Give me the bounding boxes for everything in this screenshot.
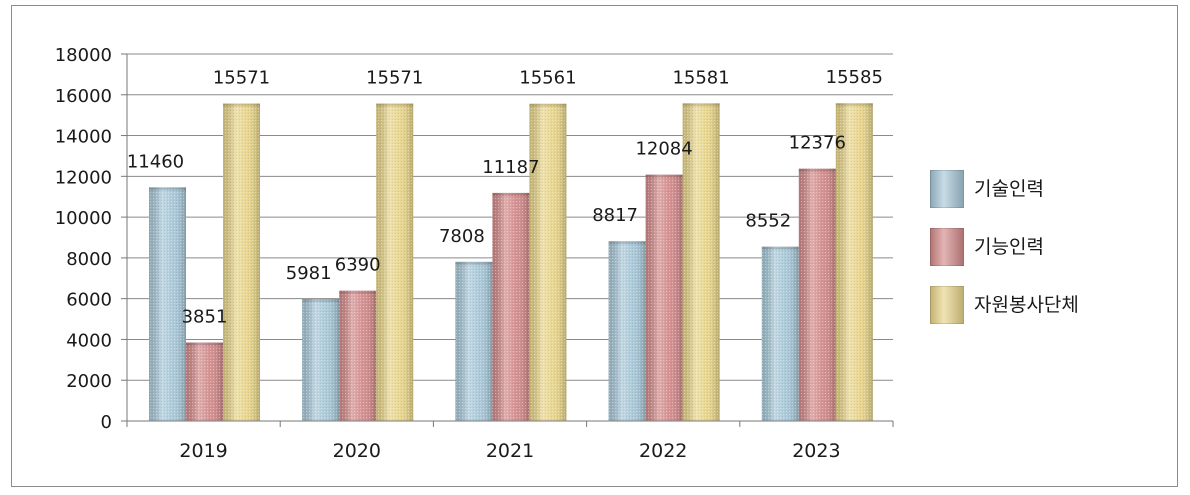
data-labels: 11460 5981 7808 8817 8552 3851 6390 11187 12084 1… (127, 67, 883, 327)
bar (761, 246, 799, 421)
data-label: 12376 (789, 133, 846, 154)
x-tick-label: 2020 (333, 440, 381, 462)
y-tick-label: 18000 (55, 45, 112, 66)
data-label: 12084 (635, 139, 692, 160)
y-tick-label: 0 (101, 412, 112, 433)
axes: 0 2000 4000 6000 8000 10000 12000 14000 16000 180… (55, 45, 894, 462)
x-tick-label: 2021 (486, 440, 534, 462)
legend-swatch (930, 228, 964, 266)
bar (186, 342, 223, 421)
data-label: 3851 (182, 306, 228, 327)
data-label: 11187 (482, 157, 539, 178)
bar (455, 261, 493, 421)
data-label: 15581 (672, 67, 729, 88)
bar (339, 290, 377, 421)
data-label: 15585 (826, 67, 883, 88)
legend-label: 자원봉사단체 (974, 294, 1079, 316)
y-tick-label: 6000 (66, 290, 112, 311)
bar (223, 103, 260, 422)
bar (608, 241, 646, 421)
data-label: 15571 (366, 68, 423, 89)
y-tick-label: 4000 (66, 330, 112, 351)
legend-swatch (930, 170, 964, 208)
legend-swatch (930, 286, 964, 324)
bar (645, 174, 683, 421)
y-tick-label: 10000 (55, 208, 112, 229)
y-tick-label: 8000 (66, 249, 112, 270)
x-tick-label: 2023 (792, 440, 840, 462)
bar (529, 103, 567, 421)
bar (492, 192, 530, 421)
data-label: 5981 (286, 263, 332, 284)
bar (302, 299, 340, 421)
bar (835, 103, 873, 421)
y-tick-label: 16000 (55, 86, 112, 107)
y-tick-label: 14000 (55, 127, 112, 148)
y-tick-label: 2000 (66, 371, 112, 392)
bars (149, 103, 873, 422)
x-tick-label: 2019 (179, 440, 227, 462)
bar (682, 103, 720, 421)
x-tick-label: 2022 (639, 440, 687, 462)
data-label: 15571 (213, 68, 270, 89)
bar (376, 103, 414, 422)
data-label: 15561 (519, 68, 576, 89)
data-label: 8552 (745, 211, 791, 232)
legend-label: 기술인력 (974, 178, 1044, 200)
bar (149, 187, 186, 421)
data-label: 11460 (127, 151, 184, 172)
legend-label: 기능인력 (974, 236, 1044, 258)
data-label: 8817 (592, 205, 638, 226)
data-label: 7808 (439, 226, 485, 247)
y-tick-label: 12000 (55, 167, 112, 188)
bar (798, 168, 836, 421)
data-label: 6390 (335, 255, 381, 276)
